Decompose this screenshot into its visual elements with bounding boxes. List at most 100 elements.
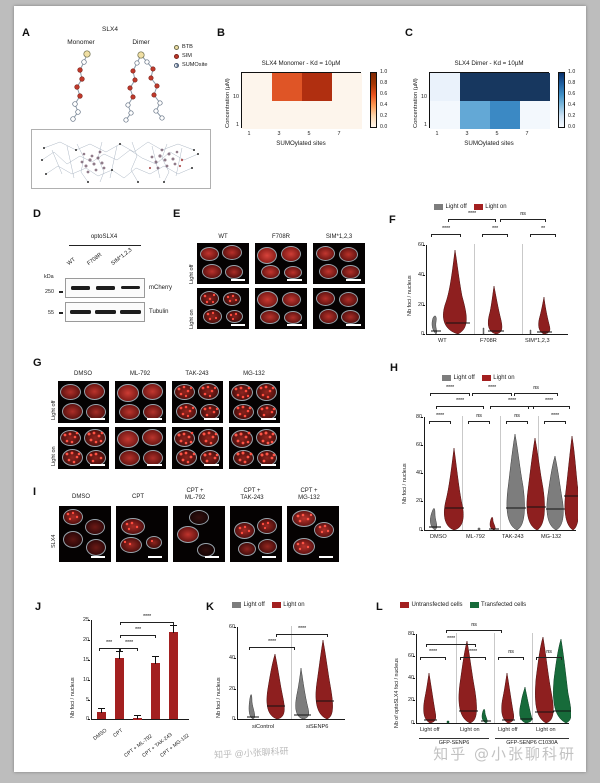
panel-c-cbar-tick-1: 0.8 xyxy=(568,80,576,86)
micrograph-tile xyxy=(115,427,166,469)
panel-k-ylabel: Nb foci / nucleus xyxy=(216,677,222,718)
panel-k-group-0: siControl xyxy=(252,724,275,730)
scale-bar xyxy=(261,464,276,466)
panel-g-col-1: ML-792 xyxy=(129,371,151,377)
sig-bracket xyxy=(276,634,328,637)
nucleus xyxy=(238,542,256,556)
panel-h-sig-within-2: ns xyxy=(514,413,520,419)
nucleus xyxy=(261,265,280,279)
micrograph-tile xyxy=(58,427,109,469)
nucleus xyxy=(284,311,302,324)
panel-j-ylabel: Nb foci / nucleus xyxy=(70,677,76,718)
nucleus xyxy=(226,310,243,323)
panel-i-col-2: CPT + ML-792 xyxy=(184,488,206,501)
nucleus xyxy=(177,526,199,543)
panel-k-ytick-0: 60 xyxy=(229,624,235,630)
scale-bar xyxy=(147,418,162,420)
nucleus xyxy=(62,403,83,420)
panel-l-group-label-1: GFP-SENP6 C1030A xyxy=(506,740,558,746)
panel-g-row-1: Light on xyxy=(51,446,57,466)
foci-overlay xyxy=(234,385,276,418)
panel-a-legend-label-2: SUMOsite xyxy=(182,62,208,68)
panel-h-sig-mid-0: **** xyxy=(456,398,464,404)
foci-overlay xyxy=(63,431,104,464)
panel-e-col-2: SIM*1,2,3 xyxy=(325,234,353,240)
scale-bar xyxy=(231,279,245,281)
panel-letter-j: J xyxy=(35,601,42,613)
panel-l-sig-within-0: **** xyxy=(429,649,437,655)
scale-bar xyxy=(204,464,219,466)
nucleus xyxy=(86,539,106,556)
panel-j-cat-1: CPT xyxy=(112,727,125,739)
heatmap-cell xyxy=(520,101,550,129)
panel-i-col-3: CPT + TAK-243 xyxy=(240,488,264,501)
panel-letter-l: L xyxy=(376,601,383,613)
scale-bar xyxy=(147,464,162,466)
panel-l-cond-1: Light on xyxy=(460,727,480,733)
nucleus xyxy=(202,264,222,279)
micrograph-tile xyxy=(229,381,280,423)
panel-d-mw-0: 250 xyxy=(45,289,54,295)
nucleus xyxy=(146,536,162,549)
panel-f-legend: Light off Light on xyxy=(434,204,507,211)
panel-b-cbar-tick-0: 1.0 xyxy=(380,69,388,75)
panel-h-sig-top-1: **** xyxy=(488,385,496,391)
polymer-network-graphic xyxy=(41,141,199,183)
panel-k-ytick-2: 20 xyxy=(229,686,235,692)
panel-e-row-1: Light on xyxy=(189,309,195,329)
micrograph-tile xyxy=(197,243,249,284)
panel-f-group-0: WT xyxy=(438,338,447,344)
watermark: 知乎 @小张聊科研 xyxy=(433,745,576,763)
scale-bar xyxy=(91,556,105,558)
panel-a-col-dimer: Dimer xyxy=(132,39,150,46)
panel-d-kda-label: kDa xyxy=(44,274,54,280)
bar xyxy=(115,658,124,719)
panel-b-xlabel: SUMOylated sites xyxy=(276,140,326,147)
panel-d-lane-2: SIM*1,2,3 xyxy=(110,247,134,267)
nucleus xyxy=(222,245,242,260)
panel-k-violins xyxy=(247,639,334,720)
panel-c-cbar-tick-3: 0.4 xyxy=(568,102,576,108)
nucleus xyxy=(339,247,358,262)
heatmap-cell xyxy=(302,73,332,101)
panel-k-legend-label-1: Light on xyxy=(283,602,305,608)
panel-c-cbar-tick-2: 0.6 xyxy=(568,91,576,97)
sig-bracket xyxy=(426,644,476,647)
panel-j-ytick-1: 20 xyxy=(83,637,89,643)
panel-l-violins xyxy=(423,636,571,724)
nucleus xyxy=(84,383,105,400)
nucleus xyxy=(282,292,301,307)
nucleus xyxy=(142,429,163,446)
panel-c-xtick-3: 7 xyxy=(525,131,529,137)
panel-l-sig-within-2: ns xyxy=(508,649,514,655)
bar xyxy=(169,632,178,719)
panel-l-cond-0: Light off xyxy=(420,727,440,733)
panel-b-cbar-tick-4: 0.2 xyxy=(380,113,388,119)
panel-letter-g: G xyxy=(33,357,42,369)
sig-bracket xyxy=(436,406,484,409)
micrograph-tile xyxy=(197,288,249,329)
figure-canvas: A SLX4 Monomer Dimer BTB SIM SUMOsite xyxy=(14,6,586,772)
panel-b-heatmap xyxy=(241,72,362,129)
dimer-schematic xyxy=(123,51,165,123)
panel-b-title: SLX4 Monomer - Kd = 10µM xyxy=(261,60,341,67)
panel-d-blot-name-1: Tubulin xyxy=(149,309,169,315)
panel-l-sig-mid: **** xyxy=(447,636,455,642)
panel-l-sig-within-1: **** xyxy=(469,649,477,655)
panel-h-ytick-1: 60 xyxy=(416,442,422,448)
panel-c-heatmap xyxy=(429,72,550,129)
panel-j-ytick-5: 0 xyxy=(77,716,89,722)
nucleus xyxy=(293,538,315,555)
sig-bracket xyxy=(498,657,524,660)
panel-l-ylabel: Nb of optoSLX4 foci / nucleus xyxy=(394,658,400,728)
sig-bracket xyxy=(530,234,556,237)
nucleus xyxy=(339,292,358,307)
panel-b-cbar-tick-5: 0.0 xyxy=(380,124,388,130)
panel-l-cond-3: Light on xyxy=(536,727,556,733)
panel-l-ytick-3: 20 xyxy=(408,697,414,703)
panel-j-sig-0: *** xyxy=(106,640,112,646)
scale-bar xyxy=(148,556,162,558)
heatmap-cell xyxy=(460,101,490,129)
sig-bracket xyxy=(514,393,558,396)
panel-d-mw-dash-0 xyxy=(59,291,63,293)
